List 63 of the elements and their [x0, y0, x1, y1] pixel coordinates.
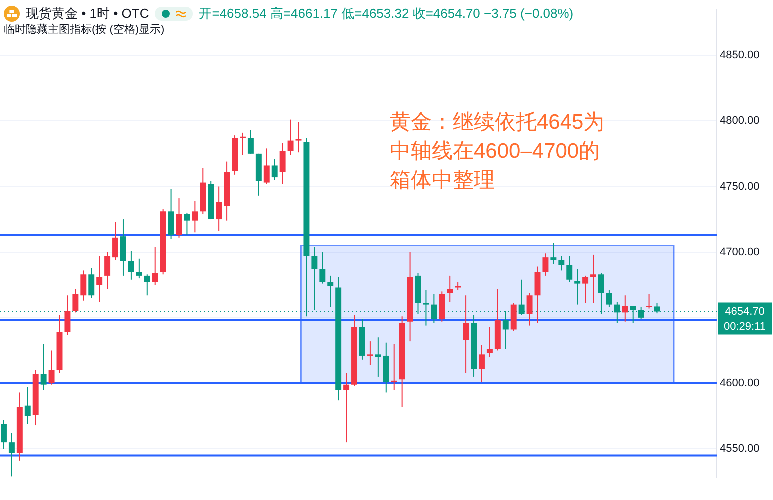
candlestick — [312, 246, 318, 311]
candlestick — [328, 275, 334, 308]
candlestick — [264, 148, 270, 185]
candlestick — [367, 341, 374, 366]
candlestick — [64, 295, 71, 336]
candlestick — [144, 274, 150, 296]
candlestick — [0, 420, 7, 450]
candlestick — [88, 268, 95, 299]
annotation: 临时隐藏主图指标(按 (空格)显示) — [4, 22, 165, 37]
candlestick — [447, 275, 454, 303]
chart-subtitle: 开=4658.54 高=4661.17 低=4653.32 收=4654.70 −3.75 (−0.08%) — [199, 5, 574, 23]
candlestick — [216, 186, 222, 232]
candlestick — [296, 122, 302, 154]
y-tick-label: 4700.00 — [720, 246, 760, 258]
candlestick — [72, 288, 79, 314]
candlestick — [375, 337, 382, 378]
y-tick-label: 4850.00 — [720, 50, 760, 62]
y-tick-label: 4800.00 — [720, 115, 760, 128]
candlestick — [104, 252, 111, 290]
candlestick — [192, 200, 198, 234]
candlestick — [152, 246, 158, 286]
candlestick — [272, 158, 278, 181]
candlestick — [558, 256, 565, 272]
candlestick — [606, 290, 612, 308]
candlestick — [550, 242, 557, 265]
candlestick — [344, 372, 350, 444]
candlestick — [112, 222, 119, 261]
candlestick — [542, 253, 549, 276]
candlestick — [176, 198, 182, 238]
candlestick — [486, 326, 493, 358]
candlestick — [590, 254, 597, 304]
y-tick-label: 4600.00 — [720, 378, 760, 390]
candlestick — [478, 344, 485, 383]
candlestick — [24, 386, 31, 425]
candlestick — [431, 294, 438, 324]
y-tick-label: 4750.00 — [720, 180, 760, 193]
candlestick — [48, 350, 55, 386]
candlestick — [622, 295, 628, 322]
candlestick — [320, 252, 326, 284]
y-tick-label: 4550.00 — [720, 443, 760, 456]
candlestick — [518, 279, 525, 316]
candlestick — [574, 268, 581, 306]
ref-line-label: 4654.70 — [725, 306, 765, 318]
candlestick — [8, 432, 15, 478]
text: 00:29:11 — [724, 320, 766, 333]
candlestick — [646, 294, 652, 310]
candlestick — [40, 344, 47, 391]
chart-title: 现货黄金 • 1时 • OTC — [26, 5, 150, 23]
candlestick — [526, 292, 533, 326]
candlestick — [566, 256, 573, 284]
candlestick — [80, 270, 87, 302]
candlestick — [463, 295, 470, 374]
candlestick — [136, 258, 142, 280]
candlestick — [184, 212, 190, 236]
candlestick — [534, 266, 541, 324]
candlestick — [128, 250, 134, 280]
candlestick — [582, 275, 589, 304]
candlestick — [288, 119, 294, 156]
candlestick — [248, 130, 254, 154]
annotation: 黄金：继续依托4645为中轴线在4600–4700的箱体中整理 — [390, 110, 606, 194]
candlestick — [280, 142, 286, 185]
candlestick — [96, 256, 103, 303]
candlestick — [168, 188, 174, 240]
